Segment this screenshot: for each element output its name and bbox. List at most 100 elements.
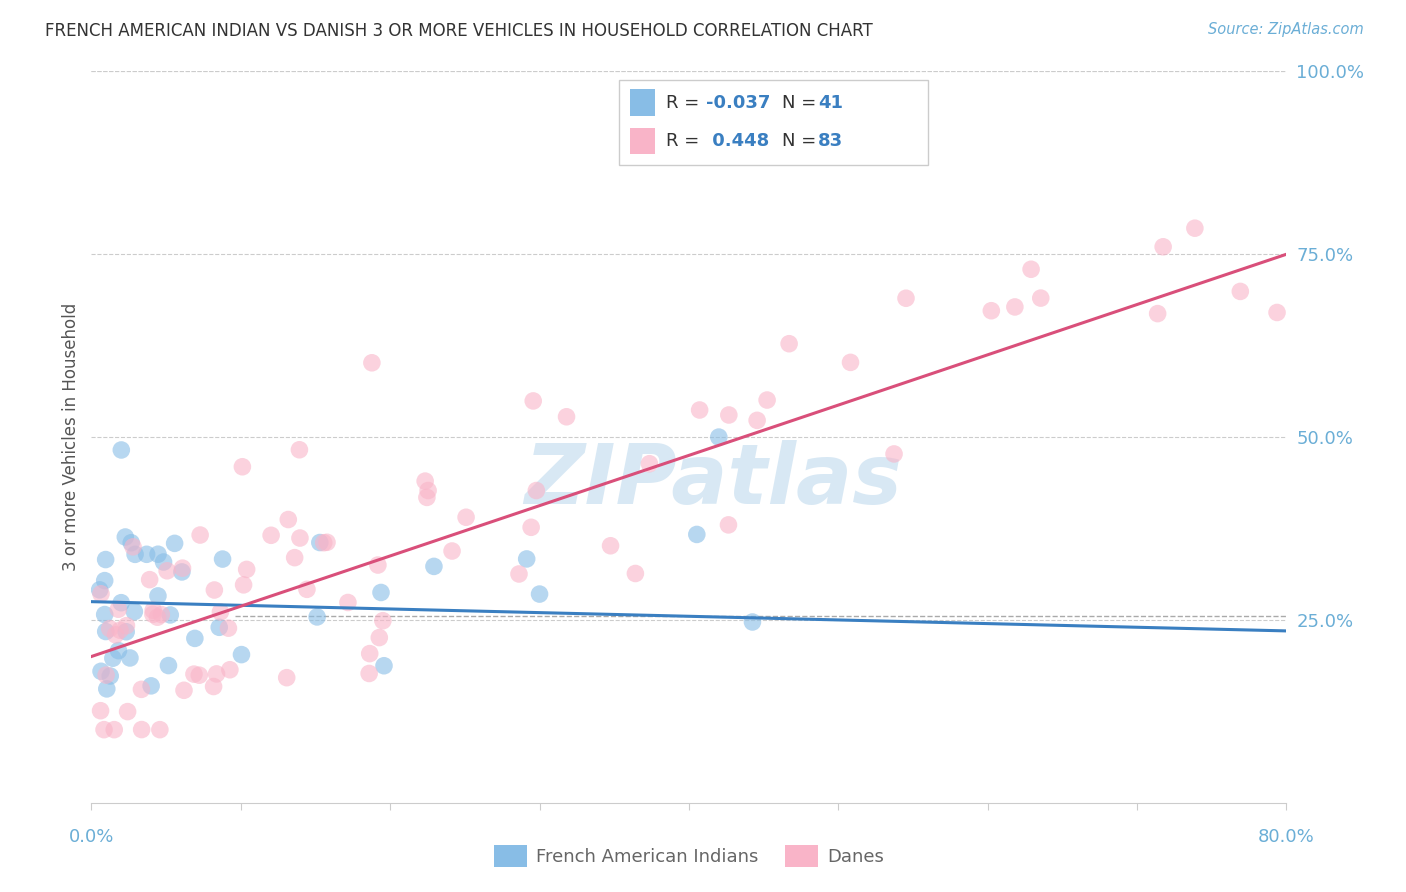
Point [307, 610, 329, 624]
Point [235, 562, 257, 576]
Point [202, 582, 225, 597]
Point [94, 552, 117, 566]
Point [211, 552, 233, 566]
Point [146, 589, 169, 603]
Text: -0.037: -0.037 [706, 94, 770, 112]
Point [361, 356, 384, 370]
Point [146, 610, 169, 624]
Point [183, 667, 205, 681]
Point [756, 392, 779, 407]
Text: R =: R = [666, 132, 706, 150]
Point [107, 602, 129, 616]
Point [205, 667, 228, 681]
Point [371, 614, 394, 628]
Point [142, 603, 165, 617]
Point [359, 647, 381, 661]
Point [96, 681, 118, 696]
Text: FRENCH AMERICAN INDIAN VS DANISH 3 OR MORE VEHICLES IN HOUSEHOLD CORRELATION CHA: FRENCH AMERICAN INDIAN VS DANISH 3 OR MO… [45, 22, 873, 40]
Point [108, 624, 131, 638]
Point [149, 723, 172, 737]
Point [284, 550, 307, 565]
Text: Source: ZipAtlas.com: Source: ZipAtlas.com [1208, 22, 1364, 37]
Point [172, 561, 194, 575]
Point [717, 517, 740, 532]
Text: 83: 83 [818, 132, 844, 150]
Point [115, 624, 138, 639]
Point [288, 531, 311, 545]
Point [156, 564, 179, 578]
Point [312, 535, 335, 549]
Point [219, 663, 242, 677]
Point [260, 528, 283, 542]
Text: R =: R = [666, 94, 706, 112]
Point [90, 704, 112, 718]
Point [124, 547, 146, 561]
Point [114, 530, 136, 544]
Point [778, 336, 800, 351]
Point [745, 413, 768, 427]
Point [93, 607, 115, 622]
Point [367, 558, 389, 572]
Point [689, 403, 711, 417]
Point [142, 607, 165, 622]
Point [1184, 221, 1206, 235]
Text: N =: N = [782, 94, 821, 112]
Point [522, 393, 544, 408]
Point [110, 442, 132, 457]
Point [295, 582, 318, 597]
Point [276, 671, 298, 685]
Point [159, 607, 181, 622]
Point [508, 566, 530, 581]
Point [231, 459, 253, 474]
Point [555, 409, 578, 424]
Text: N =: N = [782, 132, 821, 150]
Point [202, 680, 225, 694]
Point [980, 303, 1002, 318]
Point [89, 582, 111, 597]
Point [104, 628, 127, 642]
Point [115, 618, 138, 632]
Point [359, 666, 381, 681]
Point [1265, 305, 1288, 319]
Point [529, 587, 551, 601]
Point [131, 723, 153, 737]
Point [599, 539, 621, 553]
Point [441, 544, 464, 558]
Text: 0.448: 0.448 [706, 132, 769, 150]
Point [157, 658, 180, 673]
Point [208, 620, 231, 634]
Point [117, 705, 139, 719]
Point [139, 679, 162, 693]
Point [413, 474, 436, 488]
Point [146, 547, 169, 561]
Point [103, 723, 125, 737]
Point [1004, 300, 1026, 314]
Point [336, 595, 359, 609]
Point [209, 605, 232, 619]
Point [232, 578, 254, 592]
Point [524, 483, 547, 498]
Point [107, 643, 129, 657]
Point [686, 527, 709, 541]
Point [638, 457, 661, 471]
Point [138, 573, 160, 587]
Point [93, 574, 115, 588]
Point [90, 665, 112, 679]
Point [231, 648, 253, 662]
Text: 80.0%: 80.0% [1258, 828, 1315, 846]
Point [170, 565, 193, 579]
Point [516, 552, 538, 566]
Point [1029, 291, 1052, 305]
Point [883, 447, 905, 461]
Point [839, 355, 862, 369]
Y-axis label: 3 or more Vehicles in Household: 3 or more Vehicles in Household [62, 303, 80, 571]
Point [741, 615, 763, 629]
Text: 41: 41 [818, 94, 844, 112]
Point [894, 291, 917, 305]
Point [624, 566, 647, 581]
Text: 0.0%: 0.0% [69, 828, 114, 846]
Point [1146, 307, 1168, 321]
Legend: French American Indians, Danes: French American Indians, Danes [486, 838, 891, 874]
Point [98, 669, 121, 683]
Point [135, 547, 157, 561]
